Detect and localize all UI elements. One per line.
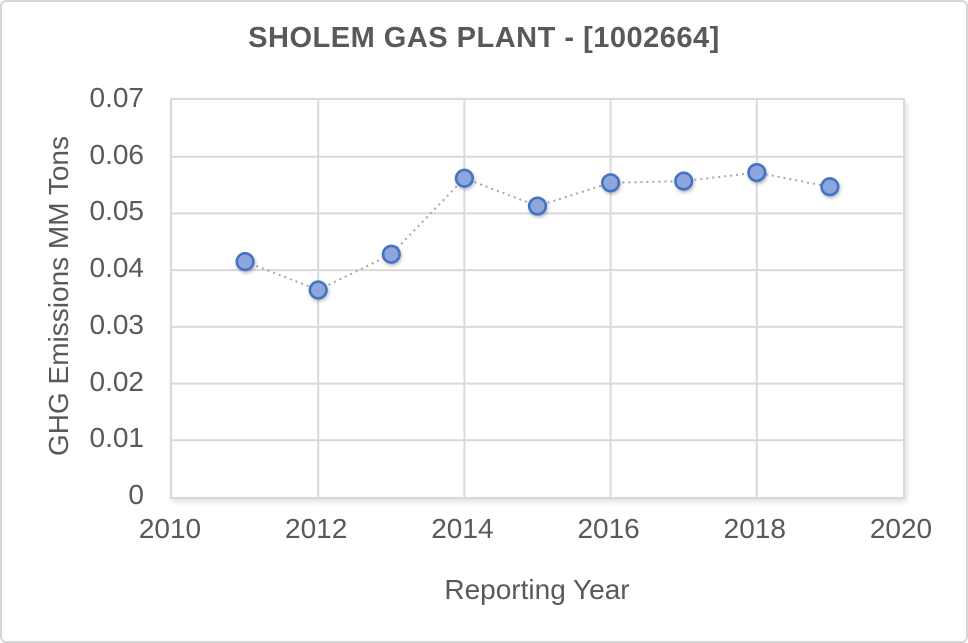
data-point-2018 xyxy=(747,162,767,183)
data-point-2015 xyxy=(527,196,548,216)
data-point-2011 xyxy=(235,252,255,272)
x-tick-label: 2020 xyxy=(869,513,933,544)
chart-title: SHOLEM GAS PLANT - [1002664] xyxy=(248,22,720,54)
y-tick-label: 0 xyxy=(128,479,144,510)
y-axis-title: GHG Emissions MM Tons xyxy=(43,136,74,456)
x-tick-label: 2014 xyxy=(431,513,494,544)
x-tick-label: 2012 xyxy=(285,513,348,544)
y-tick-label: 0.06 xyxy=(89,138,145,170)
data-point-2019 xyxy=(820,177,840,197)
y-tick-label: 0.07 xyxy=(89,82,145,113)
plot-area xyxy=(170,98,905,499)
gridlines xyxy=(172,100,903,497)
data-point-2012 xyxy=(308,280,328,300)
data-point-2017 xyxy=(674,171,694,191)
x-axis-title: Reporting Year xyxy=(444,574,630,605)
x-tick-label: 2018 xyxy=(723,513,786,544)
x-tick-label: 2010 xyxy=(138,513,202,544)
y-tick-label: 0.01 xyxy=(89,422,145,454)
y-tick-label: 0.02 xyxy=(89,365,145,397)
x-tick-label: 2016 xyxy=(577,513,640,544)
y-tick-label: 0.05 xyxy=(89,195,145,227)
series-connector-line xyxy=(244,171,831,292)
data-point-2014 xyxy=(454,168,475,188)
chart-canvas xyxy=(172,100,903,497)
data-point-2016 xyxy=(601,173,621,193)
y-tick-label: 0.03 xyxy=(89,308,145,340)
data-points xyxy=(235,162,840,300)
y-tick-label: 0.04 xyxy=(89,252,145,284)
data-point-2013 xyxy=(381,244,401,264)
